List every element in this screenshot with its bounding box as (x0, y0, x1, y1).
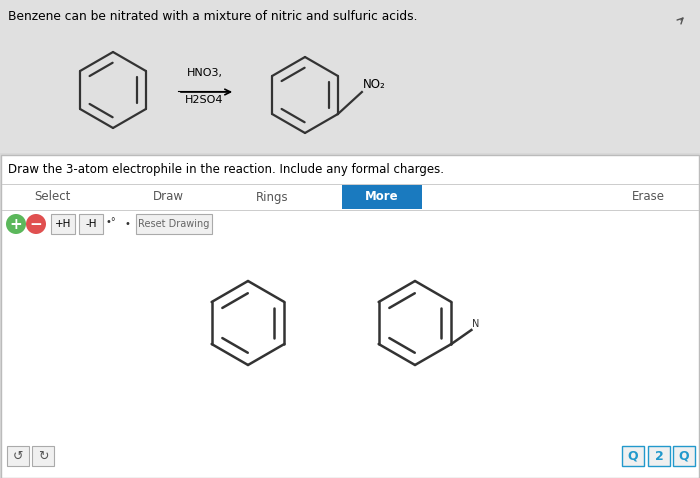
Text: ↻: ↻ (38, 449, 48, 463)
Text: Draw: Draw (153, 191, 183, 204)
Text: Draw the 3-atom electrophile in the reaction. Include any formal charges.: Draw the 3-atom electrophile in the reac… (8, 163, 444, 176)
Bar (79, 214, 103, 234)
Text: −: − (29, 217, 43, 231)
Text: +H: +H (55, 219, 71, 229)
Bar (0, 0, 700, 153)
Text: -H: -H (85, 219, 97, 229)
Text: HNO3,: HNO3, (186, 68, 223, 78)
Text: NO₂: NO₂ (363, 78, 386, 91)
Bar (342, 185, 422, 209)
Text: H2SO4: H2SO4 (186, 95, 224, 105)
Text: 2: 2 (654, 449, 664, 463)
Text: N: N (473, 319, 480, 329)
Bar (51, 214, 75, 234)
Bar (622, 446, 644, 466)
Text: Q: Q (679, 449, 690, 463)
Bar (136, 214, 212, 234)
Text: Select: Select (34, 191, 70, 204)
Circle shape (26, 214, 46, 234)
Bar (1, 155, 699, 478)
Bar (32, 446, 54, 466)
Text: ↺: ↺ (13, 449, 23, 463)
Text: •: • (124, 219, 130, 229)
Bar (648, 446, 670, 466)
Text: Rings: Rings (256, 191, 288, 204)
Text: Benzene can be nitrated with a mixture of nitric and sulfuric acids.: Benzene can be nitrated with a mixture o… (8, 10, 417, 23)
Text: Reset Drawing: Reset Drawing (139, 219, 210, 229)
Text: Q: Q (628, 449, 638, 463)
Text: More: More (365, 191, 399, 204)
Bar (7, 446, 29, 466)
Bar (673, 446, 695, 466)
Text: •°: •° (106, 217, 116, 227)
Text: +: + (10, 217, 22, 231)
Circle shape (6, 214, 26, 234)
Text: Erase: Erase (631, 191, 664, 204)
